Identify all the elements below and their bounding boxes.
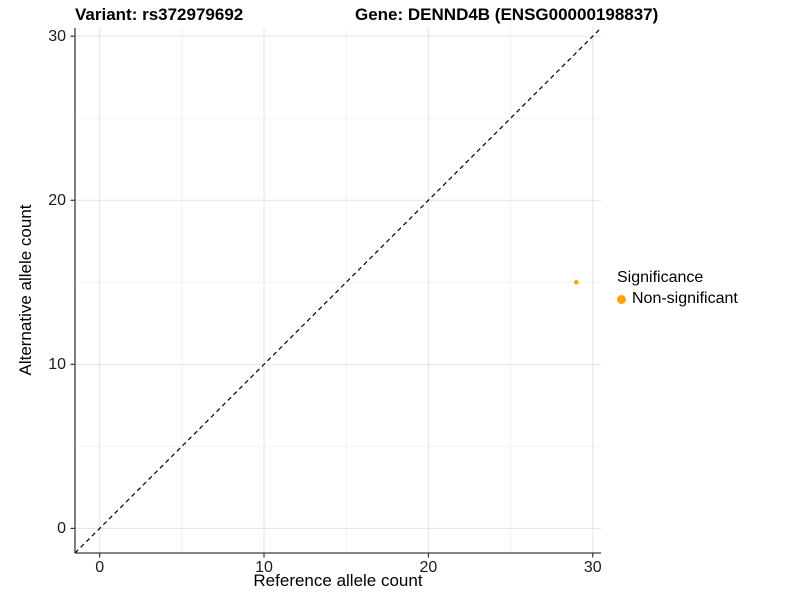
legend-entry-label: Non-significant — [632, 290, 738, 307]
x-tick-label: 10 — [255, 559, 273, 576]
legend-point-icon — [617, 294, 626, 304]
gene-title: Gene: DENND4B (ENSG00000198837) — [355, 5, 659, 24]
identity-line — [74, 27, 602, 554]
y-axis-title: Alternative allele count — [16, 204, 35, 376]
x-tick-label: 0 — [95, 559, 105, 576]
x-tick-label: 20 — [419, 559, 438, 576]
x-axis-title: Reference allele count — [253, 571, 423, 590]
legend-title: Significance — [617, 269, 704, 286]
x-tick-label: 30 — [583, 559, 602, 576]
data-point — [574, 279, 579, 285]
legend-entries: Non-significant — [617, 290, 738, 308]
y-tick-label: 30 — [48, 27, 66, 45]
legend-entry: Non-significant — [617, 290, 738, 308]
y-tick-label: 10 — [48, 355, 66, 373]
y-tick-label: 0 — [57, 519, 66, 537]
variant-title: Variant: rs372979692 — [75, 5, 244, 24]
y-tick-label: 20 — [48, 191, 66, 209]
legend: Significance Non-significant — [617, 269, 738, 308]
